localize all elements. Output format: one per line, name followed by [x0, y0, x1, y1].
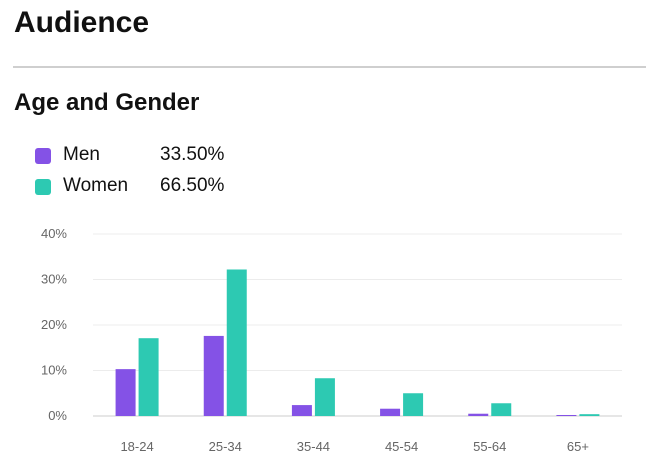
bar-women-55-64[interactable] — [491, 403, 512, 416]
legend-label-women: Women — [63, 175, 129, 196]
bar-men-65+[interactable] — [556, 415, 577, 416]
legend-label-men: Men — [63, 144, 100, 165]
bar-men-35-44[interactable] — [291, 405, 312, 416]
x-tick-label: 25-34 — [209, 439, 242, 454]
bar-women-45-54[interactable] — [403, 393, 424, 416]
legend-swatch-men — [35, 148, 51, 164]
x-tick-label: 55-64 — [473, 439, 506, 454]
bar-men-45-54[interactable] — [380, 408, 401, 416]
chart-title: Age and Gender — [14, 89, 200, 116]
page-title: Audience — [14, 6, 150, 39]
bar-men-18-24[interactable] — [115, 369, 136, 416]
legend-share-men: 33.50% — [160, 144, 225, 165]
x-tick-label: 18-24 — [120, 439, 153, 454]
y-tick-label: 40% — [41, 226, 67, 241]
bar-women-18-24[interactable] — [138, 338, 159, 416]
bar-women-65+[interactable] — [579, 414, 600, 416]
x-tick-label: 35-44 — [297, 439, 330, 454]
y-tick-label: 0% — [48, 408, 67, 423]
y-tick-label: 10% — [41, 363, 67, 378]
y-tick-label: 30% — [41, 272, 67, 287]
legend-swatch-women — [35, 179, 51, 195]
divider — [13, 66, 646, 68]
x-tick-label: 65+ — [567, 439, 589, 454]
bar-men-55-64[interactable] — [468, 413, 489, 416]
legend-share-women: 66.50% — [160, 175, 225, 196]
x-tick-label: 45-54 — [385, 439, 418, 454]
bar-women-25-34[interactable] — [226, 269, 247, 416]
bar-men-25-34[interactable] — [203, 335, 224, 416]
bar-chart: 0% 10% 20% 30% 40% 18-24 25-34 35-44 45-54 55-64 6… — [41, 226, 622, 454]
y-tick-label: 20% — [41, 317, 67, 332]
bar-women-35-44[interactable] — [314, 378, 335, 416]
